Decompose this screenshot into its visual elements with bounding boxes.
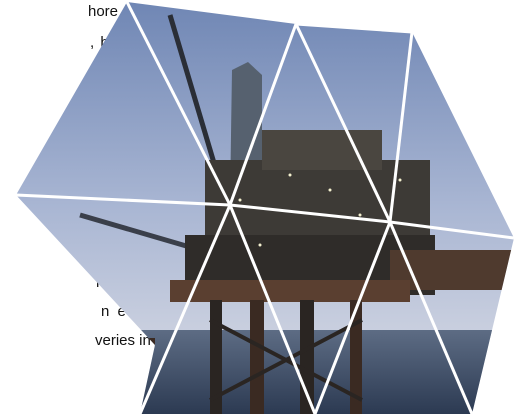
text-line: veries in xyxy=(95,332,151,349)
triangle-mesh xyxy=(15,1,515,414)
